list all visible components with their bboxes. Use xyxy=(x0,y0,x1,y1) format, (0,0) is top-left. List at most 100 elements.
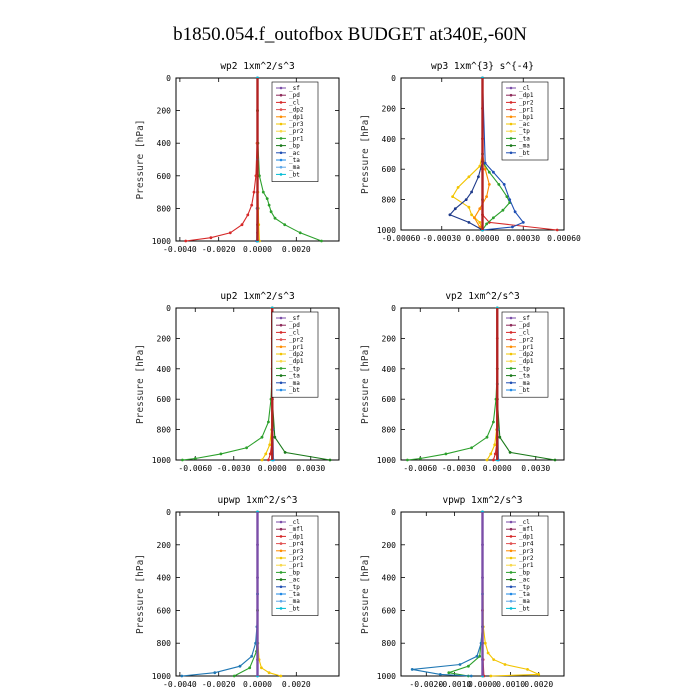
legend-marker xyxy=(509,592,513,596)
x-tick-label: -0.0030 xyxy=(442,464,476,473)
data-point xyxy=(492,458,495,462)
legend-marker xyxy=(509,388,513,392)
data-point xyxy=(467,205,471,209)
legend: _cl_dp1_pr2_pr1_bp1_ac_tp_ta_ma_bt xyxy=(501,81,549,161)
legend-label: _dp1 xyxy=(519,358,534,365)
legend-label: _tp xyxy=(289,365,300,372)
legend-marker xyxy=(279,338,283,341)
legend-label: _sf xyxy=(289,315,300,322)
legend-label: _ma xyxy=(519,598,530,605)
legend-marker xyxy=(279,535,283,538)
legend-label: _cl xyxy=(519,519,530,526)
legend-label: _bp xyxy=(289,569,300,576)
legend-label: _pr1 xyxy=(519,107,534,114)
data-point xyxy=(483,167,487,171)
legend-label: _pr2 xyxy=(289,555,304,562)
legend-marker xyxy=(509,381,513,385)
legend-marker xyxy=(509,323,513,327)
data-point xyxy=(273,216,277,220)
data-point xyxy=(320,239,323,243)
series-line xyxy=(407,308,498,461)
y-tick-label: 400 xyxy=(157,574,172,583)
legend-label: _bp xyxy=(289,143,300,150)
legend-label: _ta xyxy=(289,373,300,380)
legend-label: _pd xyxy=(289,92,300,99)
data-point xyxy=(410,668,414,671)
legend-label: _cl xyxy=(289,99,300,106)
data-point xyxy=(478,221,482,224)
y-tick-label: 200 xyxy=(382,104,397,113)
legend: _sf_pd_cl_pr2_pr1_dp2_dp1_tp_ta_ma_bt xyxy=(271,311,319,398)
x-tick-label: 0.0010 xyxy=(496,680,525,689)
x-tick-label: 0.0000 xyxy=(483,464,512,473)
data-point xyxy=(267,671,271,675)
legend-marker xyxy=(509,129,513,133)
legend-label: _pr4 xyxy=(519,541,534,548)
legend-marker xyxy=(279,115,283,119)
x-tick-label: -0.00030 xyxy=(422,234,461,243)
legend-label: _sf xyxy=(289,85,300,92)
legend-label: _cl xyxy=(289,329,300,336)
y-tick-label: 1000 xyxy=(152,237,171,246)
legend-marker xyxy=(509,374,513,377)
data-point xyxy=(492,216,495,220)
legend-marker xyxy=(279,165,283,169)
series-dp2 xyxy=(181,306,274,462)
data-point xyxy=(477,175,480,179)
data-point xyxy=(467,664,470,668)
series-dp2 xyxy=(406,306,499,462)
y-axis-label: Pressure [hPa] xyxy=(360,554,371,634)
data-point xyxy=(453,207,457,211)
y-tick-label: 0 xyxy=(391,74,396,83)
legend-marker xyxy=(509,556,513,560)
legend-marker xyxy=(279,345,283,349)
legend-label: _pr1 xyxy=(519,562,534,569)
legend-label: _pr1 xyxy=(289,344,304,351)
legend-label: _pd xyxy=(289,322,300,329)
legend-label: _ta xyxy=(289,591,300,598)
series-bp xyxy=(232,510,259,678)
y-tick-label: 0 xyxy=(166,74,171,83)
data-point xyxy=(444,452,448,456)
y-tick-label: 200 xyxy=(382,541,397,550)
data-point xyxy=(240,223,244,227)
series-line xyxy=(448,78,484,231)
data-point xyxy=(184,239,188,243)
data-point xyxy=(537,673,541,676)
series-line xyxy=(182,308,273,461)
legend-marker xyxy=(509,331,513,334)
legend-marker xyxy=(279,108,283,111)
y-tick-label: 1000 xyxy=(377,226,396,235)
data-point xyxy=(526,668,529,671)
data-point xyxy=(267,458,270,462)
legend-marker xyxy=(279,173,283,176)
chart-panel-3: up2 1xm^2/s^3 Pressure [hPa] 0 200 400 600 800… xyxy=(135,291,340,473)
legend-label: _dp1 xyxy=(519,533,534,540)
data-point xyxy=(209,236,213,240)
data-point xyxy=(279,674,283,678)
panel-title: wp3 1xm^{3} s^{-4} xyxy=(431,61,534,72)
legend-label: _ac xyxy=(519,577,530,584)
legend-label: _pr1 xyxy=(519,344,534,351)
data-point xyxy=(503,663,507,666)
data-point xyxy=(193,457,197,460)
y-tick-label: 600 xyxy=(157,395,172,404)
legend-label: _bt xyxy=(519,150,530,157)
legend-label: _ta xyxy=(289,157,300,164)
y-tick-label: 400 xyxy=(382,365,397,374)
legend-marker xyxy=(509,151,513,155)
legend-marker xyxy=(279,137,283,140)
legend-marker xyxy=(509,101,513,104)
data-point xyxy=(469,674,473,678)
y-tick-label: 1000 xyxy=(377,672,396,681)
legend-label: _bp1 xyxy=(519,114,534,121)
legend-marker xyxy=(279,388,283,392)
legend-label: _pd xyxy=(519,322,530,329)
y-tick-label: 800 xyxy=(157,204,172,213)
data-point xyxy=(470,446,473,450)
legend-label: _ta xyxy=(519,373,530,380)
data-point xyxy=(181,458,184,462)
legend-marker xyxy=(279,101,283,104)
data-point xyxy=(261,190,265,194)
legend-marker xyxy=(279,578,283,581)
